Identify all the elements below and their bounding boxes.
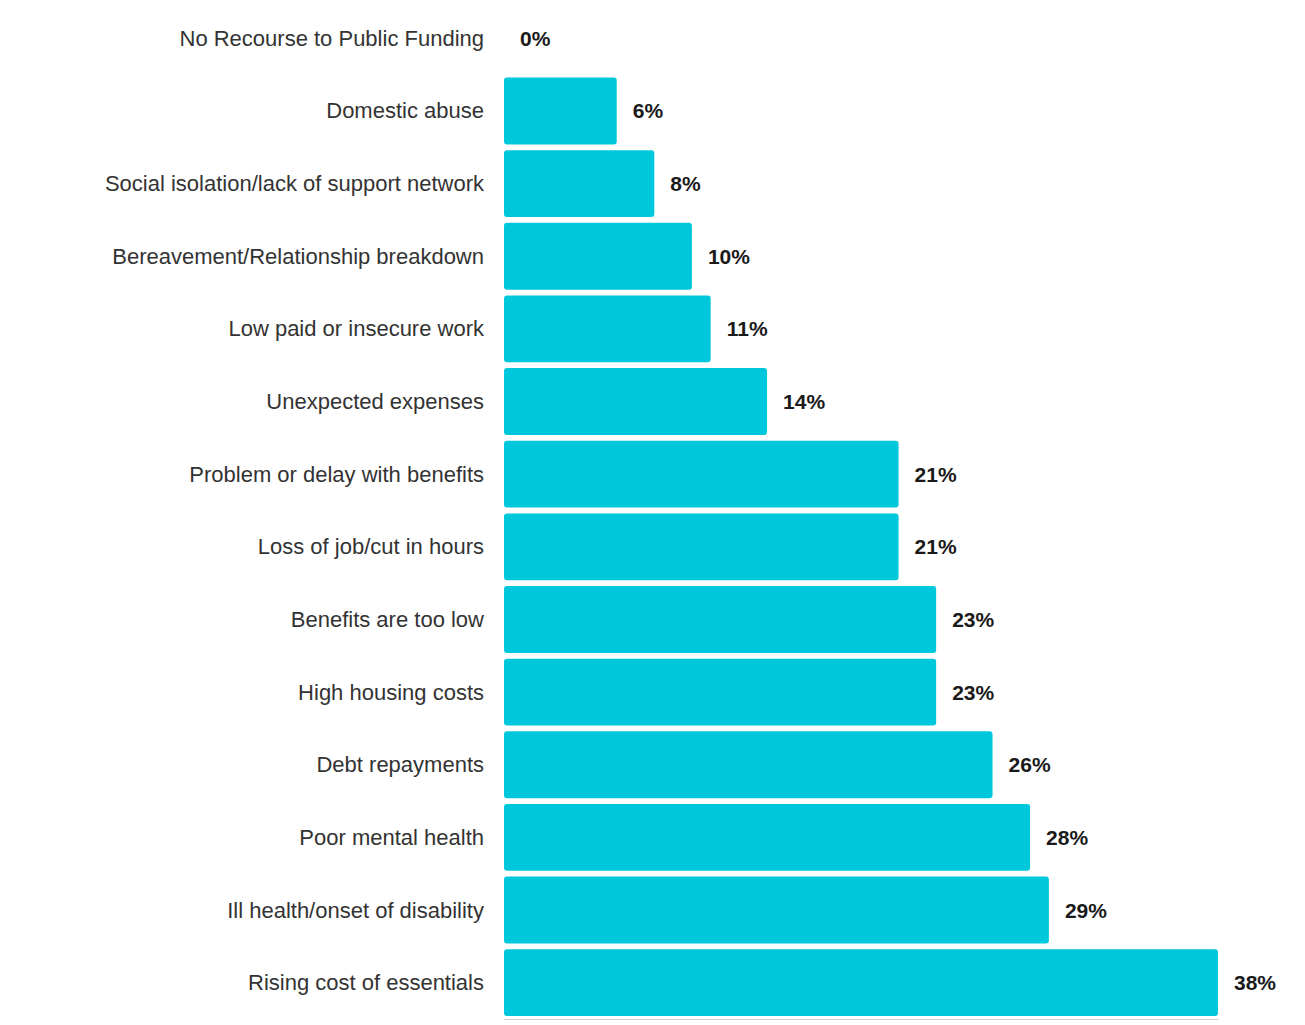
svg-text:Problem or delay with benefits: Problem or delay with benefits	[189, 462, 484, 487]
svg-text:Low paid or insecure work: Low paid or insecure work	[228, 316, 485, 341]
svg-text:6%: 6%	[633, 99, 664, 122]
svg-text:No Recourse to Public Funding: No Recourse to Public Funding	[180, 26, 485, 51]
svg-text:0%: 0%	[520, 27, 551, 50]
svg-text:10%: 10%	[708, 245, 750, 268]
svg-text:Poor mental health: Poor mental health	[299, 825, 484, 850]
svg-text:14%: 14%	[783, 390, 825, 413]
svg-text:11%: 11%	[727, 317, 768, 340]
svg-text:21%: 21%	[915, 535, 957, 558]
svg-text:23%: 23%	[952, 608, 994, 631]
svg-text:8%: 8%	[670, 172, 701, 195]
svg-text:Benefits are too low: Benefits are too low	[291, 607, 484, 632]
svg-text:Ill health/onset of disability: Ill health/onset of disability	[227, 898, 484, 923]
svg-text:High housing costs: High housing costs	[298, 680, 484, 705]
svg-text:Domestic abuse: Domestic abuse	[326, 98, 484, 123]
svg-text:Debt repayments: Debt repayments	[316, 752, 484, 777]
svg-text:Social isolation/lack of suppo: Social isolation/lack of support network	[105, 171, 485, 196]
svg-text:Bereavement/Relationship break: Bereavement/Relationship breakdown	[112, 244, 484, 269]
svg-text:Unexpected expenses: Unexpected expenses	[266, 389, 484, 414]
svg-text:38%: 38%	[1234, 971, 1276, 994]
svg-text:23%: 23%	[952, 681, 994, 704]
svg-text:28%: 28%	[1046, 826, 1088, 849]
svg-text:29%: 29%	[1065, 899, 1107, 922]
svg-text:26%: 26%	[1009, 753, 1051, 776]
svg-text:Loss of job/cut in hours: Loss of job/cut in hours	[258, 534, 484, 559]
svg-text:21%: 21%	[915, 463, 957, 486]
svg-text:Rising cost of essentials: Rising cost of essentials	[248, 970, 484, 995]
